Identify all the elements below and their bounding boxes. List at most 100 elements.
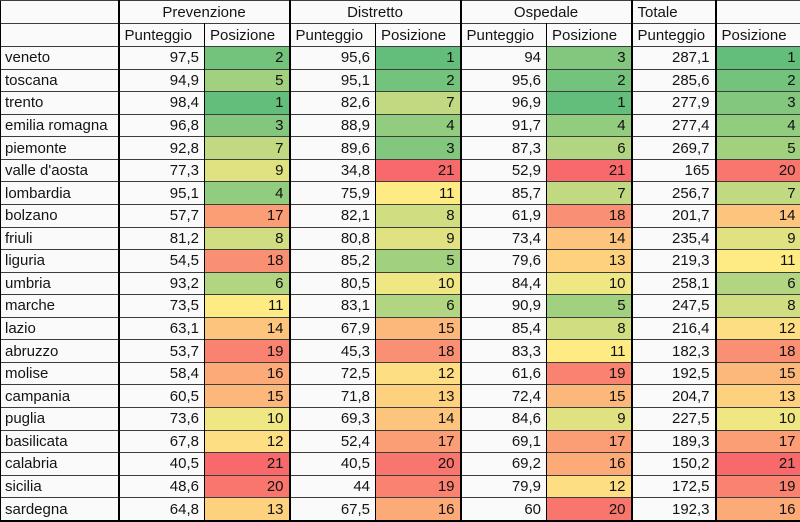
region-cell[interactable]: sicilia	[0, 474, 120, 498]
posizione-cell[interactable]: 20	[375, 452, 462, 476]
punteggio-cell[interactable]: 84,4	[460, 271, 548, 295]
punteggio-cell[interactable]: 71,8	[289, 384, 377, 408]
punteggio-cell[interactable]: 60,5	[118, 384, 205, 408]
punteggio-cell[interactable]: 40,5	[289, 452, 377, 476]
posizione-cell[interactable]: 3	[204, 113, 291, 137]
posizione-cell[interactable]: 9	[546, 407, 633, 431]
region-cell[interactable]: emilia romagna	[0, 113, 120, 137]
posizione-cell[interactable]: 20	[546, 497, 633, 522]
group-header-ospedale[interactable]: Ospedale	[460, 0, 633, 24]
posizione-cell[interactable]: 14	[546, 226, 633, 250]
punteggio-cell[interactable]: 72,4	[460, 384, 548, 408]
posizione-cell[interactable]: 1	[204, 91, 291, 115]
posizione-cell[interactable]: 9	[204, 158, 291, 182]
posizione-cell[interactable]: 4	[546, 113, 633, 137]
punteggio-cell[interactable]: 227,5	[631, 407, 717, 431]
punteggio-cell[interactable]: 82,1	[289, 203, 377, 227]
punteggio-cell[interactable]: 189,3	[631, 429, 717, 453]
punteggio-cell[interactable]: 91,7	[460, 113, 548, 137]
punteggio-cell[interactable]: 40,5	[118, 452, 205, 476]
posizione-cell[interactable]: 5	[204, 68, 291, 92]
punteggio-cell[interactable]: 73,6	[118, 407, 205, 431]
punteggio-cell[interactable]: 235,4	[631, 226, 717, 250]
punteggio-cell[interactable]: 73,5	[118, 294, 205, 318]
region-cell[interactable]: lazio	[0, 316, 120, 340]
punteggio-cell[interactable]: 277,4	[631, 113, 717, 137]
punteggio-cell[interactable]: 95,1	[118, 181, 205, 205]
punteggio-cell[interactable]: 73,4	[460, 226, 548, 250]
posizione-cell[interactable]: 19	[715, 474, 800, 498]
posizione-cell[interactable]: 3	[375, 136, 462, 160]
posizione-cell[interactable]: 13	[375, 384, 462, 408]
punteggio-cell[interactable]: 287,1	[631, 46, 717, 70]
posizione-cell[interactable]: 15	[375, 316, 462, 340]
subheader-punteggio-ospedale[interactable]: Punteggio	[460, 23, 548, 47]
posizione-cell[interactable]: 12	[375, 361, 462, 385]
posizione-cell[interactable]: 12	[204, 429, 291, 453]
posizione-cell[interactable]: 16	[204, 361, 291, 385]
posizione-cell[interactable]: 21	[204, 452, 291, 476]
punteggio-cell[interactable]: 48,6	[118, 474, 205, 498]
punteggio-cell[interactable]: 44	[289, 474, 377, 498]
punteggio-cell[interactable]: 60	[460, 497, 548, 522]
subheader-posizione-totale[interactable]: Posizione	[715, 23, 800, 47]
posizione-cell[interactable]: 5	[546, 294, 633, 318]
punteggio-cell[interactable]: 88,9	[289, 113, 377, 137]
posizione-cell[interactable]: 17	[546, 429, 633, 453]
punteggio-cell[interactable]: 192,3	[631, 497, 717, 522]
posizione-cell[interactable]: 16	[715, 497, 800, 522]
punteggio-cell[interactable]: 90,9	[460, 294, 548, 318]
punteggio-cell[interactable]: 96,8	[118, 113, 205, 137]
punteggio-cell[interactable]: 95,1	[289, 68, 377, 92]
region-cell[interactable]: veneto	[0, 46, 120, 70]
posizione-cell[interactable]: 1	[546, 91, 633, 115]
posizione-cell[interactable]: 19	[204, 339, 291, 363]
posizione-cell[interactable]: 8	[546, 316, 633, 340]
posizione-cell[interactable]: 10	[375, 271, 462, 295]
punteggio-cell[interactable]: 85,7	[460, 181, 548, 205]
posizione-cell[interactable]: 11	[546, 339, 633, 363]
region-cell[interactable]: marche	[0, 294, 120, 318]
posizione-cell[interactable]: 6	[204, 271, 291, 295]
punteggio-cell[interactable]: 69,1	[460, 429, 548, 453]
punteggio-cell[interactable]: 87,3	[460, 136, 548, 160]
punteggio-cell[interactable]: 201,7	[631, 203, 717, 227]
posizione-cell[interactable]: 21	[715, 452, 800, 476]
punteggio-cell[interactable]: 82,6	[289, 91, 377, 115]
posizione-cell[interactable]: 16	[375, 497, 462, 522]
punteggio-cell[interactable]: 64,8	[118, 497, 205, 522]
punteggio-cell[interactable]: 34,8	[289, 158, 377, 182]
punteggio-cell[interactable]: 85,2	[289, 249, 377, 273]
punteggio-cell[interactable]: 83,3	[460, 339, 548, 363]
subheader-punteggio-distretto[interactable]: Punteggio	[289, 23, 377, 47]
punteggio-cell[interactable]: 57,7	[118, 203, 205, 227]
posizione-cell[interactable]: 5	[715, 136, 800, 160]
posizione-cell[interactable]: 7	[204, 136, 291, 160]
punteggio-cell[interactable]: 172,5	[631, 474, 717, 498]
posizione-cell[interactable]: 18	[375, 339, 462, 363]
punteggio-cell[interactable]: 80,8	[289, 226, 377, 250]
punteggio-cell[interactable]: 150,2	[631, 452, 717, 476]
region-cell[interactable]: trento	[0, 91, 120, 115]
punteggio-cell[interactable]: 52,9	[460, 158, 548, 182]
posizione-cell[interactable]: 17	[715, 429, 800, 453]
posizione-cell[interactable]: 6	[375, 294, 462, 318]
posizione-cell[interactable]: 6	[546, 136, 633, 160]
region-cell[interactable]: basilicata	[0, 429, 120, 453]
punteggio-cell[interactable]: 67,5	[289, 497, 377, 522]
posizione-cell[interactable]: 4	[715, 113, 800, 137]
posizione-cell[interactable]: 21	[546, 158, 633, 182]
group-header-distretto[interactable]: Distretto	[289, 0, 462, 24]
posizione-cell[interactable]: 3	[715, 91, 800, 115]
punteggio-cell[interactable]: 285,6	[631, 68, 717, 92]
punteggio-cell[interactable]: 204,7	[631, 384, 717, 408]
region-cell[interactable]: lombardia	[0, 181, 120, 205]
punteggio-cell[interactable]: 182,3	[631, 339, 717, 363]
group-header-prevenzione[interactable]: Prevenzione	[118, 0, 291, 24]
region-cell[interactable]: liguria	[0, 249, 120, 273]
posizione-cell[interactable]: 10	[204, 407, 291, 431]
posizione-cell[interactable]: 1	[375, 46, 462, 70]
posizione-cell[interactable]: 14	[375, 407, 462, 431]
region-cell[interactable]: puglia	[0, 407, 120, 431]
posizione-cell[interactable]: 19	[546, 361, 633, 385]
